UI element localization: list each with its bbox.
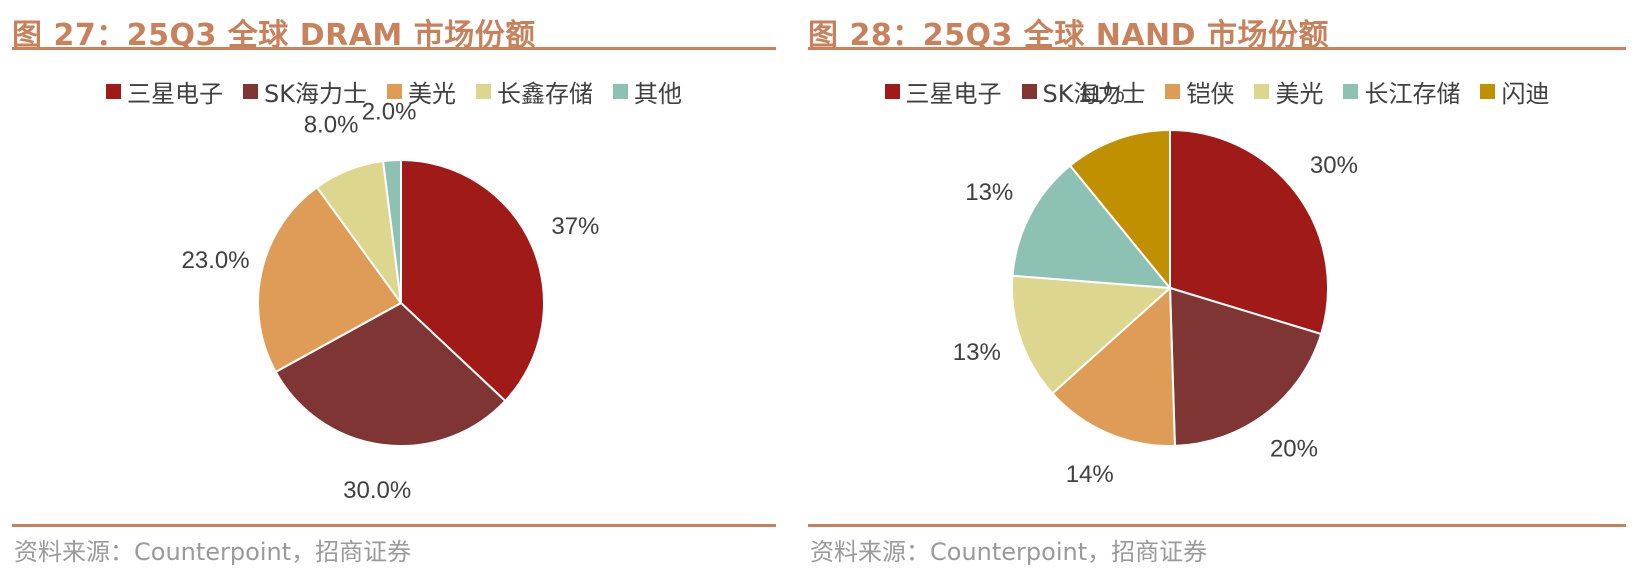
pie-slice <box>1011 274 1173 395</box>
data-label: 2.0% <box>362 99 417 126</box>
legend: 三星电子 SK海力士 美光 长鑫存储 其他 <box>12 74 776 109</box>
pie-slice <box>1011 164 1173 290</box>
data-label: 30.0% <box>343 477 411 504</box>
legend-label: 长江存储 <box>1364 80 1461 108</box>
legend-swatch <box>386 84 402 99</box>
title-divider <box>12 47 776 50</box>
source-note: 资料来源：Counterpoint，招商证券 <box>14 538 412 566</box>
legend-label: 三星电子 <box>905 80 1002 108</box>
legend-label: 其他 <box>633 80 682 108</box>
data-label: 37% <box>551 213 599 240</box>
data-label: 30% <box>1310 152 1358 179</box>
pie-slice <box>1168 286 1323 447</box>
legend-item: SK海力士 <box>1021 74 1146 109</box>
data-label: 8.0% <box>304 112 359 139</box>
source-divider <box>12 524 776 527</box>
legend-item: 三星电子 <box>884 74 1002 109</box>
legend-label: 长鑫存储 <box>496 80 593 108</box>
source-divider <box>808 524 1626 527</box>
legend-swatch <box>1254 84 1270 99</box>
legend-swatch <box>475 84 491 99</box>
pie-slice <box>381 158 402 304</box>
legend-item: SK海力士 <box>243 74 367 109</box>
legend-item: 长鑫存储 <box>475 74 593 109</box>
pie-slice <box>400 158 545 403</box>
legend-label: 铠侠 <box>1186 80 1235 108</box>
legend-swatch <box>1343 84 1359 99</box>
title-divider <box>808 47 1626 50</box>
data-label: 20% <box>1270 435 1318 462</box>
legend-item: 美光 <box>386 74 456 109</box>
source-note: 资料来源：Counterpoint，招商证券 <box>810 538 1208 566</box>
legend-label: 美光 <box>407 80 456 108</box>
data-label: 14% <box>1066 461 1114 488</box>
legend-swatch <box>612 84 628 99</box>
legend: 三星电子 SK海力士 铠侠 美光 长江存储 闪迪 <box>808 74 1626 109</box>
pie-slice <box>1169 128 1329 336</box>
legend-label: 三星电子 <box>127 80 223 108</box>
legend-label: 美光 <box>1275 80 1324 108</box>
legend-item: 三星电子 <box>106 74 223 109</box>
data-label: 13% <box>953 339 1001 366</box>
pie-slice <box>1068 128 1171 291</box>
legend-item: 铠侠 <box>1165 74 1234 109</box>
pie-chart: 37% 30.0% 23.0% 8.0% 2.0% <box>182 99 600 504</box>
legend-label: 闪迪 <box>1501 80 1550 108</box>
pie-slice <box>1050 285 1176 447</box>
legend-swatch <box>1165 84 1181 99</box>
legend-item: 长江存储 <box>1343 74 1460 109</box>
chart-panel-dram: 图 27：25Q3 全球 DRAM 市场份额 三星电子 SK海力士 美光 长鑫存… <box>12 0 776 568</box>
legend-label: SK海力士 <box>264 80 367 108</box>
pie-slice <box>257 185 403 374</box>
chart-panel-nand: 图 28：25Q3 全球 NAND 市场份额 三星电子 SK海力士 铠侠 美光 … <box>808 0 1626 568</box>
pie-slice <box>274 301 507 447</box>
legend-item: 闪迪 <box>1480 74 1549 109</box>
legend-item: 美光 <box>1254 74 1323 109</box>
legend-swatch <box>106 84 121 99</box>
legend-label: SK海力士 <box>1042 80 1146 108</box>
legend-item: 其他 <box>612 74 682 109</box>
data-label: 11% <box>1078 81 1124 108</box>
data-label: 23.0% <box>182 247 250 274</box>
pie-chart: 30% 20% 14% 13% 13% 11% <box>953 81 1358 488</box>
legend-swatch <box>884 84 900 99</box>
legend-swatch <box>1480 84 1496 99</box>
legend-swatch <box>243 84 258 99</box>
legend-swatch <box>1021 84 1037 99</box>
data-label: 13% <box>965 179 1013 206</box>
